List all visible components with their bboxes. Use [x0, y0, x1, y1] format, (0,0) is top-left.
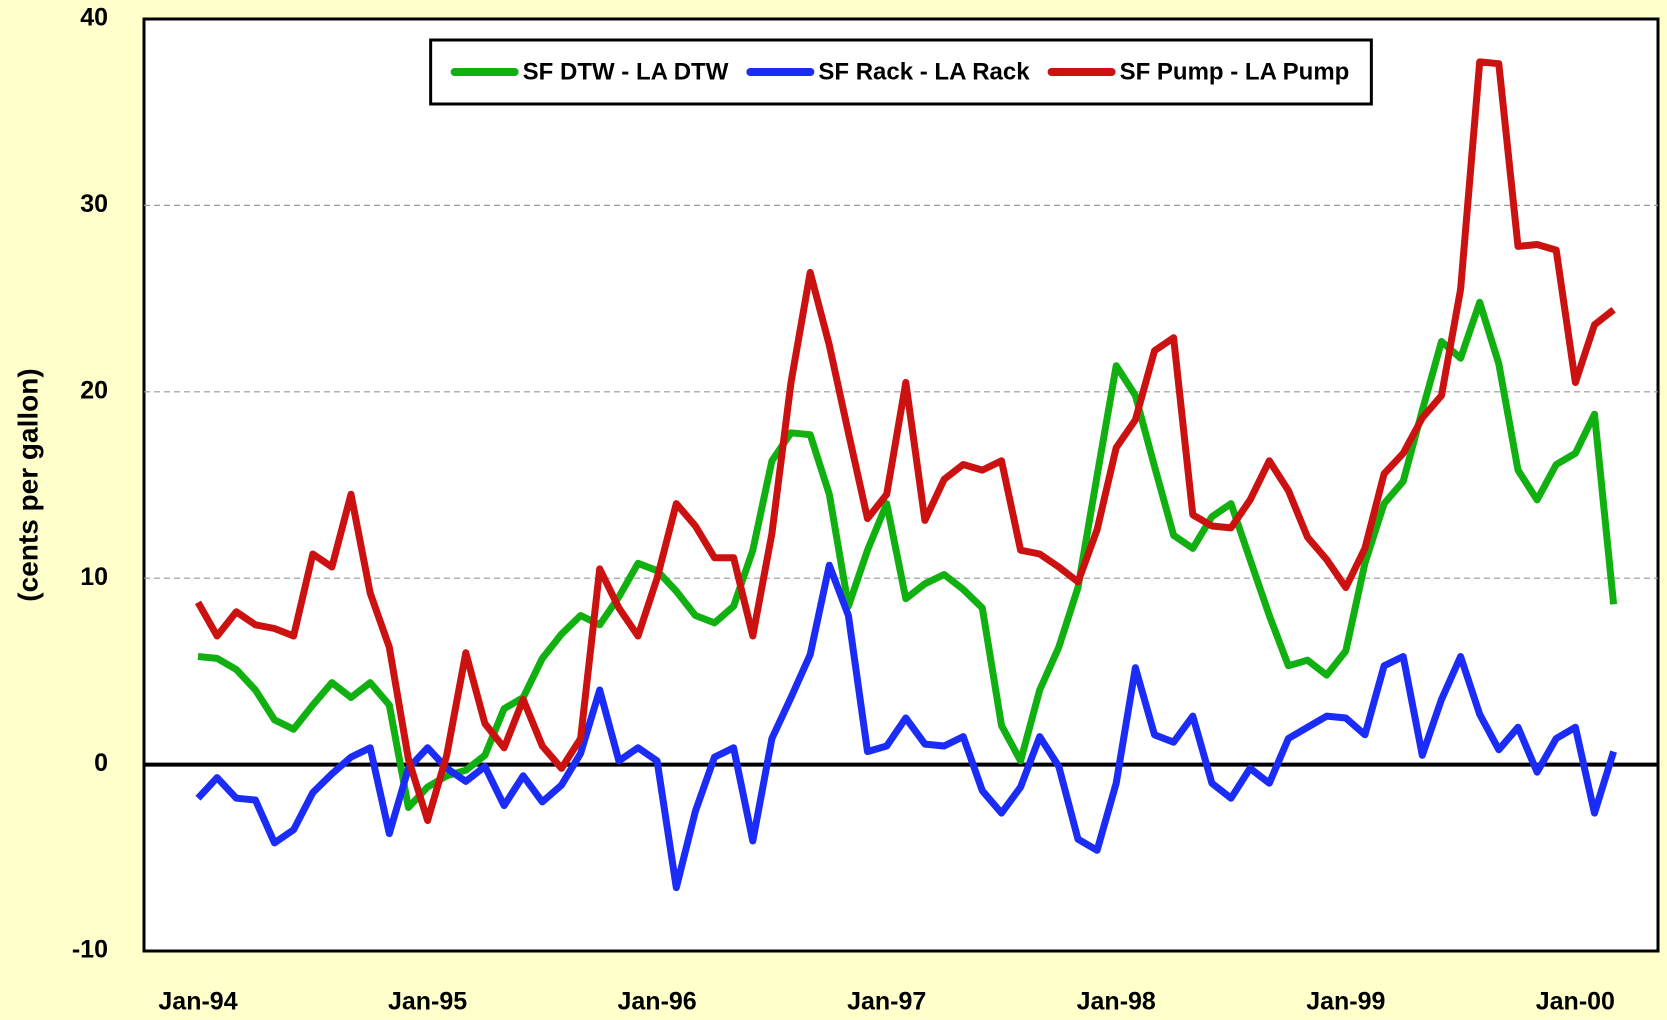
- y-axis-label: (cents per gallon): [12, 368, 43, 601]
- legend-label: SF Rack - LA Rack: [818, 58, 1030, 85]
- y-tick-label: 30: [80, 190, 108, 218]
- series-line: [194, 58, 1616, 824]
- y-tick-label: 10: [80, 563, 108, 591]
- legend-label: SF DTW - LA DTW: [523, 58, 729, 85]
- x-tick-label: Jan-96: [618, 988, 697, 1016]
- x-tick-label: Jan-98: [1077, 988, 1156, 1016]
- y-tick-label: 40: [80, 4, 108, 32]
- x-tick-label: Jan-94: [158, 988, 237, 1016]
- x-tick-label: Jan-95: [388, 988, 467, 1016]
- series-line: [195, 561, 1617, 892]
- series-line: [197, 298, 1618, 811]
- x-tick-label: Jan-97: [847, 988, 926, 1016]
- y-tick-label: 0: [94, 749, 108, 777]
- x-tick-label: Jan-99: [1306, 988, 1385, 1016]
- plot-area: [142, 17, 1660, 953]
- legend: SF DTW - LA DTW SF Rack - LA Rack SF Pump …: [429, 38, 1373, 106]
- legend-box: [429, 38, 1373, 106]
- y-tick-label: 20: [80, 376, 108, 404]
- legend-label: SF Pump - LA Pump: [1120, 58, 1350, 85]
- x-tick-label: Jan-00: [1536, 988, 1615, 1016]
- y-tick-label: -10: [72, 936, 108, 964]
